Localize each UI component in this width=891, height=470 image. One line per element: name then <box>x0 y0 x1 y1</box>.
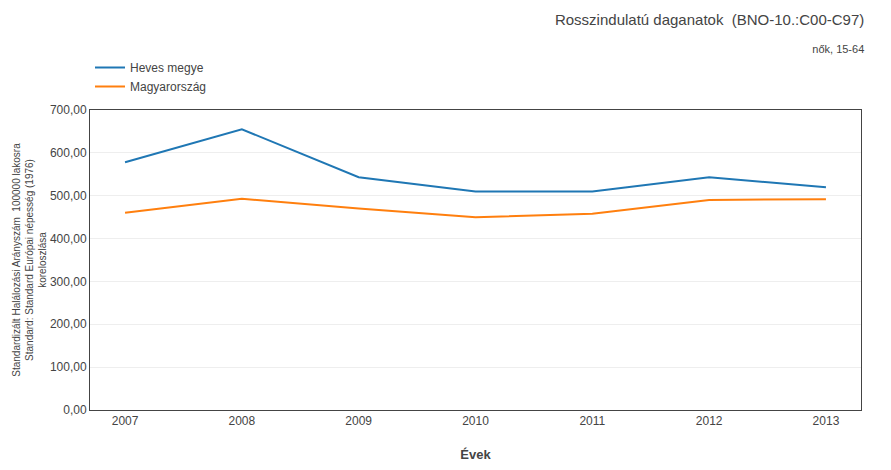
svg-text:Standardizált Halálozási Arány: Standardizált Halálozási Arányszám 10000… <box>11 143 48 377</box>
svg-text:2010: 2010 <box>462 414 489 428</box>
svg-text:600,00: 600,00 <box>50 146 87 160</box>
svg-text:2009: 2009 <box>345 414 372 428</box>
svg-text:2012: 2012 <box>696 414 723 428</box>
svg-text:400,00: 400,00 <box>50 232 87 246</box>
svg-text:2008: 2008 <box>229 414 256 428</box>
svg-text:0,00: 0,00 <box>63 403 87 417</box>
svg-text:300,00: 300,00 <box>50 275 87 289</box>
svg-text:2011: 2011 <box>579 414 605 428</box>
svg-text:500,00: 500,00 <box>50 189 87 203</box>
svg-text:200,00: 200,00 <box>50 317 87 331</box>
svg-text:700,00: 700,00 <box>50 103 87 117</box>
svg-text:Heves megye: Heves megye <box>130 61 204 75</box>
svg-text:100,00: 100,00 <box>50 360 87 374</box>
svg-text:2013: 2013 <box>813 414 840 428</box>
svg-text:Évek: Évek <box>460 447 491 462</box>
svg-text:Rosszindulatú daganatok (BNO-: Rosszindulatú daganatok (BNO-10.:C00-C97… <box>555 11 864 28</box>
svg-text:Magyarország: Magyarország <box>130 80 206 94</box>
svg-text:nők, 15-64: nők, 15-64 <box>812 43 864 55</box>
svg-text:2007: 2007 <box>112 414 139 428</box>
